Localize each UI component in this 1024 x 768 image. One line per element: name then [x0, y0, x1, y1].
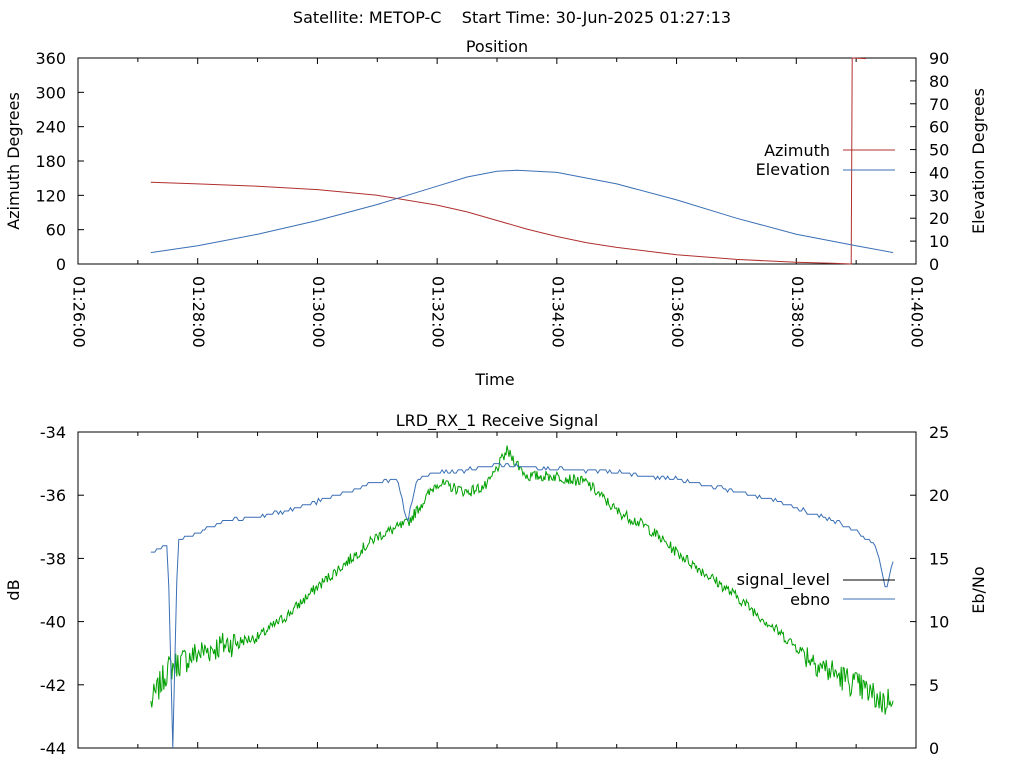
- signal-ytick-label: -36: [40, 486, 66, 505]
- elevation-line: [150, 169, 894, 254]
- position-y2tick-label: 20: [929, 209, 949, 228]
- legend-ebno-label: ebno: [790, 590, 830, 609]
- signal-y2tick-label: 15: [929, 549, 949, 568]
- position-y2tick-label: 0: [929, 255, 939, 274]
- signal-ytick-label: -42: [40, 676, 66, 695]
- signal-series: [150, 445, 894, 749]
- signal-level-line: [150, 445, 894, 715]
- ebno-line: [150, 462, 894, 749]
- signal-y2tick-label: 10: [929, 613, 949, 632]
- position-legend: Azimuth Elevation: [756, 141, 895, 179]
- signal-ytick-label: -44: [40, 739, 66, 758]
- position-ytick-label: 180: [35, 152, 66, 171]
- position-ytick-label: 0: [56, 255, 66, 274]
- legend-azimuth-label: Azimuth: [764, 141, 830, 160]
- position-ytick-label: 240: [35, 118, 66, 137]
- position-xtick-label: 01:32:00: [429, 276, 448, 348]
- signal-y2tick-label: 0: [929, 739, 939, 758]
- signal-chart: LRD_RX_1 Receive Signal dB Eb/No -44-42-…: [4, 411, 988, 758]
- position-ytick-label: 300: [35, 83, 66, 102]
- position-ytick-label: 360: [35, 49, 66, 68]
- position-ytick-label: 60: [46, 221, 66, 240]
- position-y2tick-label: 40: [929, 163, 949, 182]
- signal-y2tick-label: 5: [929, 676, 939, 695]
- position-y2tick-label: 80: [929, 72, 949, 91]
- signal-y2tick-label: 25: [929, 423, 949, 442]
- signal-ylabel: dB: [4, 579, 23, 600]
- position-xtick-label: 01:34:00: [548, 276, 567, 348]
- position-xlabel: Time: [474, 370, 514, 389]
- position-y2tick-label: 50: [929, 141, 949, 160]
- position-xtick-label: 01:30:00: [309, 276, 328, 348]
- position-ticks: 01:26:00 01:28:00 01:30:00 01:32:00 01:34:00…: [35, 49, 949, 348]
- signal-y2label: Eb/No: [969, 566, 988, 613]
- signal-ytick-label: -38: [40, 549, 66, 568]
- position-ylabel: Azimuth Degrees: [4, 92, 23, 230]
- position-y2tick-label: 60: [929, 118, 949, 137]
- position-xtick-label: 01:26:00: [70, 276, 89, 348]
- position-y2tick-label: 70: [929, 95, 949, 114]
- position-xtick-label: 01:38:00: [788, 276, 807, 348]
- signal-y2tick-label: 20: [929, 486, 949, 505]
- position-xtick-label: 01:28:00: [189, 276, 208, 348]
- position-y2tick-label: 90: [929, 49, 949, 68]
- legend-elevation-label: Elevation: [756, 160, 830, 179]
- signal-ytick-label: -34: [40, 423, 66, 442]
- signal-ticks: -44 -42 -40 -38 -36 -34 0 5 10 15 20 25: [40, 423, 950, 758]
- signal-title: LRD_RX_1 Receive Signal: [396, 411, 599, 431]
- signal-ytick-label: -40: [40, 613, 66, 632]
- position-y2tick-label: 10: [929, 232, 949, 251]
- position-series: [150, 57, 894, 265]
- position-xtick-label: 01:40:00: [908, 276, 927, 348]
- position-xtick-label: 01:36:00: [668, 276, 687, 348]
- azimuth-line: [150, 57, 867, 265]
- position-title: Position: [466, 37, 528, 56]
- legend-signal-level-label: signal_level: [737, 570, 830, 590]
- position-chart: Position Azimuth Degrees Elevation Degre…: [4, 37, 988, 389]
- position-ytick-label: 120: [35, 186, 66, 205]
- signal-legend: signal_level ebno: [737, 570, 895, 609]
- position-y2tick-label: 30: [929, 186, 949, 205]
- header-title: Satellite: METOP-C Start Time: 30-Jun-20…: [293, 8, 731, 27]
- position-y2label: Elevation Degrees: [969, 88, 988, 234]
